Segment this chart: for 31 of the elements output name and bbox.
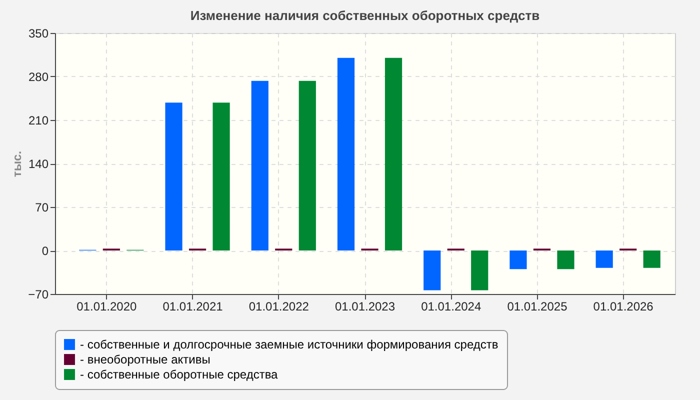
y-tick-label: 280	[28, 70, 49, 84]
x-tick-label: 01.01.2022	[248, 300, 310, 314]
y-tick-label: 140	[28, 157, 49, 171]
bar	[165, 102, 182, 250]
y-tick-label: 0	[42, 244, 49, 258]
bar	[596, 250, 613, 268]
x-tick-label: 01.01.2026	[593, 300, 654, 314]
bar	[212, 102, 230, 250]
y-tick-label: 210	[28, 114, 49, 128]
y-tick-label: −70	[28, 288, 49, 302]
x-tick-label: 01.01.2021	[162, 300, 224, 314]
legend-label: - собственные оборотные средства	[80, 368, 278, 382]
bar	[251, 80, 268, 250]
bar	[510, 250, 527, 270]
legend-label: - собственные и долгосрочные заемные источники формирования средств	[80, 338, 498, 352]
chart-title: Изменение наличия собственных оборотных средств	[190, 8, 540, 23]
x-tick-label: 01.01.2025	[507, 300, 568, 314]
y-axis-title: тыс.	[10, 150, 24, 178]
x-tick-label: 01.01.2024	[421, 300, 482, 314]
x-tick-label: 01.01.2020	[76, 300, 138, 314]
y-tick-label: 350	[28, 26, 49, 40]
bar	[471, 250, 488, 290]
y-tick-label: 70	[35, 200, 49, 214]
bar	[557, 250, 574, 270]
x-tick-label: 01.01.2023	[334, 300, 396, 314]
bar	[298, 80, 316, 250]
bar	[643, 250, 660, 268]
bar	[384, 58, 402, 250]
bar	[337, 58, 355, 250]
bar	[424, 250, 441, 290]
legend-label: - внеоборотные активы	[80, 352, 210, 366]
